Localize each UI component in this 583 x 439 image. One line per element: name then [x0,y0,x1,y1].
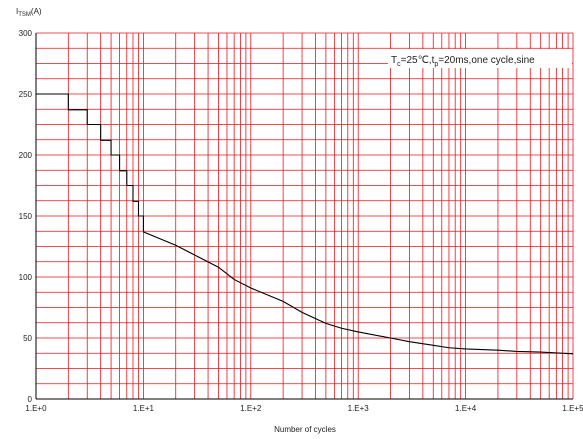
x-tick-label: 1.E+2 [240,404,262,413]
annotation-part: c [397,61,401,68]
tick-labels: 0 50 100 150 200 250 300 1.E+0 1.E+1 1.E+2 1.E+3 1.… [19,29,583,413]
annotation-part: T [391,55,397,66]
grid [35,32,574,400]
y-tick-label: 150 [19,212,33,221]
x-tick-label: 1.E+4 [455,404,477,413]
plot-area [36,93,574,355]
annotation-part: =20ms,one cycle,sine [438,55,535,66]
y-axis-label: ITSM(A) [16,7,42,18]
y-tick-label: 300 [19,29,33,38]
x-axis-label: Number of cycles [274,425,336,434]
annotation-part: =25℃,t [401,55,435,66]
annotation-box [388,49,572,68]
annotation-part: p [434,61,438,68]
y-tick-label: 50 [23,334,32,343]
y-tick-label: 250 [19,90,33,99]
x-tick-label: 1.E+0 [25,404,47,413]
y-tick-label: 0 [28,395,33,404]
x-tick-label: 1.E+1 [133,404,155,413]
x-tick-label: 1.E+5 [562,404,583,413]
series-line [36,93,574,355]
y-tick-label: 200 [19,151,33,160]
annotation-text: Tc=25℃,tp=20ms,one cycle,sine [391,55,535,68]
annotation: Tc=25℃,tp=20ms,one cycle,sine [388,49,572,68]
x-tick-label: 1.E+3 [348,404,370,413]
y-tick-label: 100 [19,273,33,282]
